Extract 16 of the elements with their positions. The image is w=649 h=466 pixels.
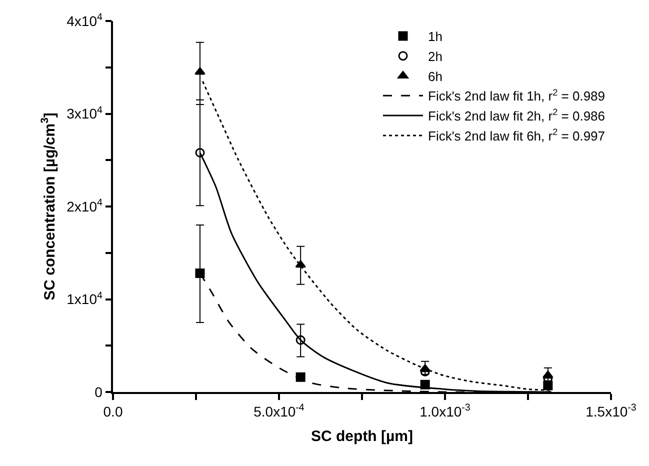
legend-label: Fick's 2nd law fit 6h, r$^{2}$ = 0.997 xyxy=(428,127,606,144)
y-tick-label: 2x10$^{4}$ xyxy=(66,198,103,214)
x-tick-label: 5.0x10$^{-4}$ xyxy=(254,402,305,420)
y-tick-label: 0 xyxy=(94,384,103,400)
x-tick-label: 0.0 xyxy=(103,404,123,420)
x-axis-title: SC depth [µm] xyxy=(311,428,413,446)
legend-label: 6h xyxy=(428,68,442,84)
legend-label: 1h xyxy=(428,29,442,44)
y-tick-label: 3x10$^{4}$ xyxy=(66,104,103,122)
x-tick-label: 1.0x10$^{-3}$ xyxy=(420,402,471,420)
x-tick-label: 1.5x10$^{-3}$ xyxy=(586,402,637,420)
y-tick-label: 4x10$^{4}$ xyxy=(66,12,103,29)
legend-label: Fick's 2nd law fit 1h, r$^{2}$ = 0.989 xyxy=(428,87,606,104)
legend-label: 2h xyxy=(428,48,442,64)
y-tick-label: 1x10$^{4}$ xyxy=(66,290,103,308)
legend-label: Fick's 2nd law fit 2h, r$^{2}$ = 0.986 xyxy=(428,107,606,124)
